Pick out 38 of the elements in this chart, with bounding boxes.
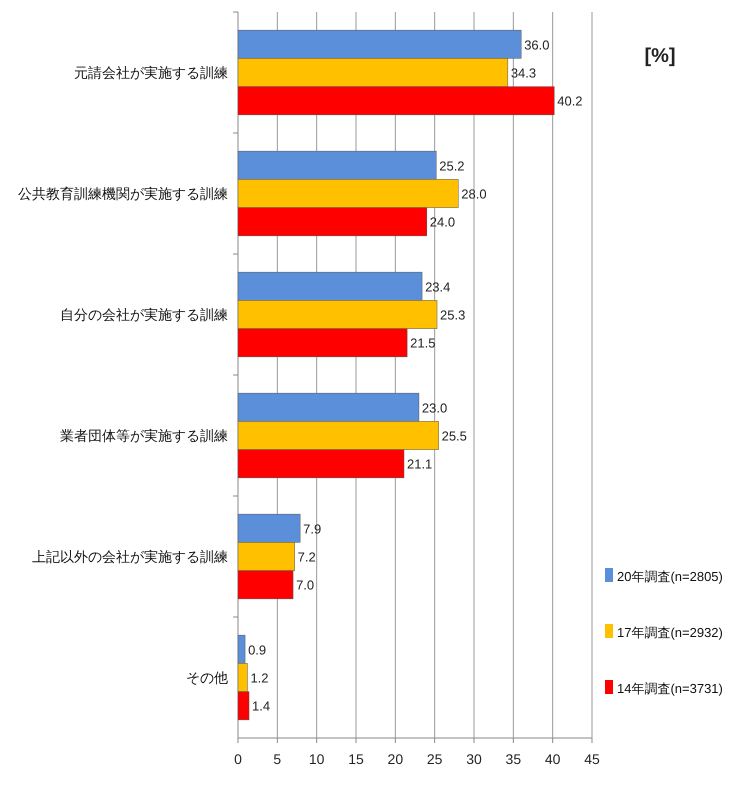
data-label: 25.2 [439, 158, 465, 174]
data-label: 7.0 [296, 578, 314, 593]
y-tick-label: その他 [186, 670, 228, 686]
data-label: 36.0 [524, 37, 550, 52]
text: [%] [644, 45, 676, 67]
legend-label: 14年調査(n=3731) [617, 681, 723, 696]
data-label: 7.2 [298, 550, 316, 564]
x-tick-label: 15 [348, 751, 364, 767]
x-tick-label: 30 [466, 751, 482, 767]
data-label: 24.0 [430, 214, 456, 230]
data-label: 0.9 [248, 642, 266, 658]
data-label: 1.2 [250, 670, 269, 686]
data-label: 23.4 [425, 279, 450, 294]
legend-label: 20年調査(n=2805) [617, 569, 723, 584]
data-label: 25.3 [440, 308, 466, 322]
x-tick-label: 10 [308, 751, 325, 767]
x-tick-label: 45 [584, 751, 600, 767]
data-label: 7.9 [303, 521, 322, 536]
y-tick-label: 公共教育訓練機関が実施する訓練 [18, 186, 228, 202]
data-label: 25.5 [442, 428, 467, 444]
y-tick-label: 自分の会社が実施する訓練 [60, 306, 228, 322]
x-tick-label: 5 [273, 751, 282, 767]
x-tick-label: 40 [544, 751, 561, 767]
x-tick-label: 25 [426, 751, 443, 767]
data-label: 28.0 [461, 186, 487, 202]
x-tick-label: 20 [388, 751, 404, 767]
data-label: 1.4 [252, 698, 270, 714]
x-tick-label: 35 [506, 751, 522, 767]
y-tick-label: 業者団体等が実施する訓練 [60, 428, 228, 444]
x-tick-label: 0 [234, 751, 242, 767]
data-label: 34.3 [510, 66, 536, 80]
y-tick-label: 元請会社が実施する訓練 [74, 64, 228, 80]
data-label: 23.0 [422, 400, 448, 416]
data-label: 21.5 [410, 336, 436, 351]
y-tick-label: 上記以外の会社が実施する訓練 [32, 548, 228, 564]
legend-label: 17年調査(n=2932) [617, 625, 723, 640]
data-label: 21.1 [406, 456, 432, 472]
data-label: 40.2 [557, 94, 583, 109]
